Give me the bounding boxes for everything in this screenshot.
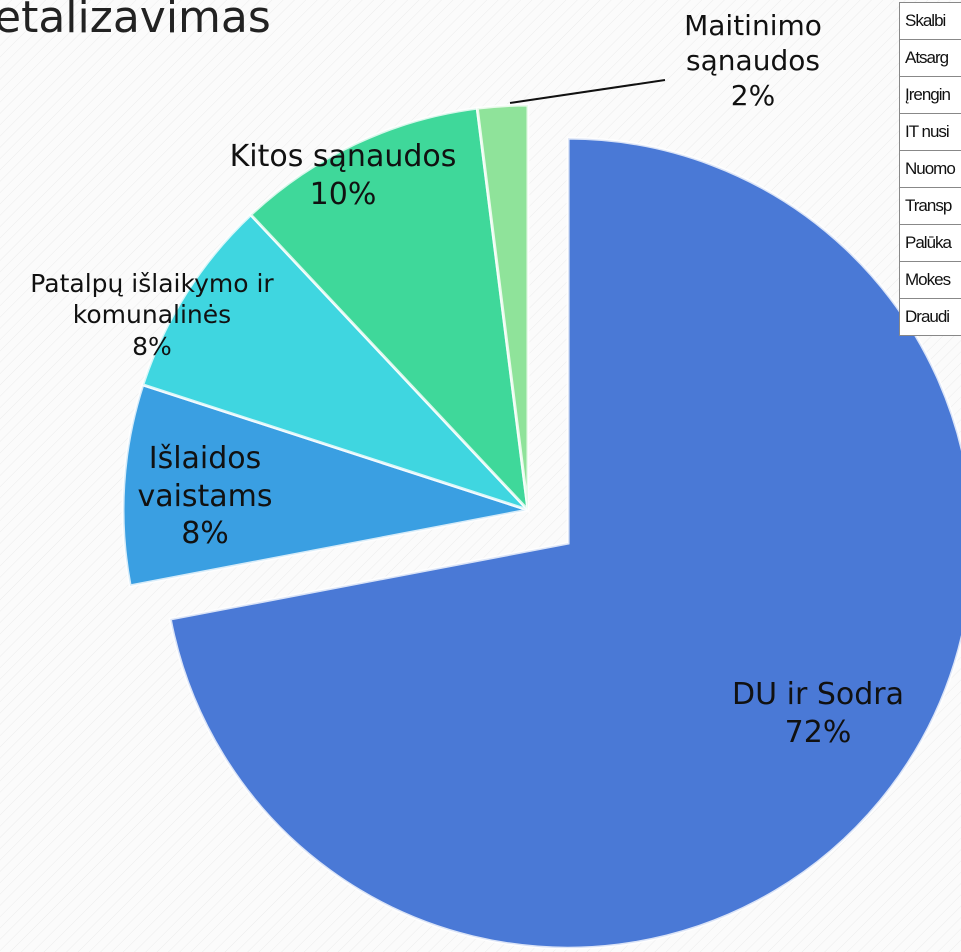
slice-label: Maitinimo sąnaudos 2% bbox=[663, 8, 843, 113]
pie-slice bbox=[121, 382, 529, 588]
leader-line bbox=[509, 79, 666, 104]
table-row: Draudi bbox=[899, 299, 961, 336]
category-name: Kitos sąnaudos bbox=[229, 139, 457, 174]
table-row: Atsarg bbox=[899, 40, 961, 77]
slide-title: etalizavimas bbox=[0, 0, 271, 43]
category-name: Išlaidos vaistams bbox=[137, 441, 273, 514]
table-row: Skalbi bbox=[899, 2, 961, 40]
pie-slice bbox=[248, 106, 531, 515]
table-row: Transp bbox=[899, 188, 961, 225]
slice-label: Kitos sąnaudos 10% bbox=[193, 138, 493, 213]
category-name: Maitinimo sąnaudos bbox=[684, 9, 822, 77]
pie-slice bbox=[168, 136, 961, 950]
side-table: Skalbi Atsarg Įrengin IT nusi Nuomo Transp Pal… bbox=[899, 2, 961, 336]
percent-label: 72% bbox=[784, 714, 852, 750]
percent-label: 8% bbox=[181, 516, 229, 551]
percent-label: 8% bbox=[132, 331, 172, 361]
slice-label: Išlaidos vaistams 8% bbox=[115, 440, 295, 553]
pie-slice bbox=[475, 103, 530, 511]
table-row: Palūka bbox=[899, 225, 961, 262]
table-row: IT nusi bbox=[899, 114, 961, 151]
table-row: Įrengin bbox=[899, 77, 961, 114]
category-name: DU ir Sodra bbox=[732, 677, 904, 712]
category-name: Patalpų išlaikymo ir komunalinės bbox=[30, 269, 274, 330]
table-row: Nuomo bbox=[899, 151, 961, 188]
slice-label: Patalpų išlaikymo ir komunalinės 8% bbox=[2, 268, 302, 362]
percent-label: 2% bbox=[730, 79, 776, 112]
pie-slice bbox=[140, 212, 530, 512]
table-row: Mokes bbox=[899, 262, 961, 299]
percent-label: 10% bbox=[309, 176, 377, 212]
slice-label: DU ir Sodra 72% bbox=[688, 676, 948, 751]
